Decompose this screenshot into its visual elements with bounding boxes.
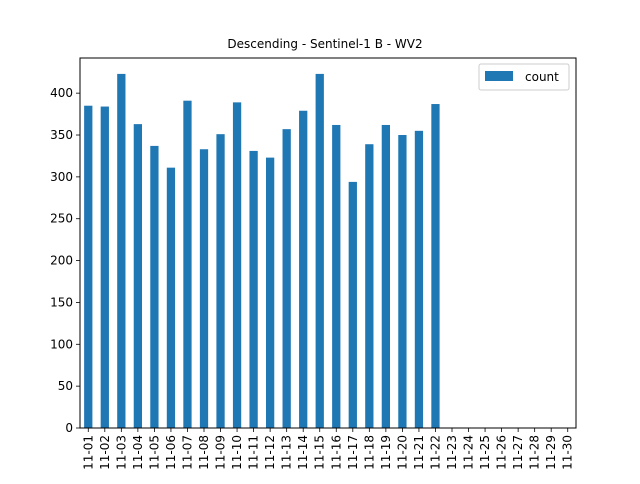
x-tick-label: 11-19 [379, 435, 393, 470]
bar-11-16 [332, 124, 341, 428]
x-tick-label: 11-23 [445, 435, 459, 470]
y-tick-label: 0 [65, 421, 73, 435]
x-tick-label: 11-10 [230, 435, 244, 470]
x-tick-label: 11-11 [247, 435, 261, 470]
bar-11-13 [282, 129, 291, 428]
x-tick-label: 11-30 [561, 435, 575, 470]
y-tick-label: 350 [50, 128, 73, 142]
y-axis: 0 50 100 150 200 250 300 350 400 [50, 86, 80, 435]
x-axis: 11-01 11-02 11-03 11-04 11-05 11-06 11-07 11-08… [81, 428, 575, 470]
y-tick-label: 400 [50, 86, 73, 100]
bar-11-04 [133, 124, 142, 428]
x-tick-label: 11-08 [197, 435, 211, 470]
x-tick-label: 11-22 [428, 435, 442, 470]
chart-title: Descending - Sentinel-1 B - WV2 [227, 37, 422, 51]
y-tick-label: 100 [50, 337, 73, 351]
bar-11-19 [381, 124, 390, 428]
x-tick-label: 11-01 [81, 435, 95, 470]
x-tick-label: 11-29 [544, 435, 558, 470]
x-tick-label: 11-27 [511, 435, 525, 470]
bar-11-15 [315, 73, 324, 429]
x-tick-label: 11-24 [462, 435, 476, 470]
x-tick-label: 11-17 [346, 435, 360, 470]
plot-frame [79, 57, 577, 429]
y-tick-label: 150 [50, 295, 73, 309]
x-tick-label: 11-07 [180, 435, 194, 470]
x-tick-label: 11-15 [313, 435, 327, 470]
y-tick-label: 250 [50, 212, 73, 226]
bar-11-12 [266, 157, 275, 428]
x-tick-label: 11-16 [329, 435, 343, 470]
x-tick-label: 11-14 [296, 435, 310, 470]
bar-11-21 [414, 130, 424, 428]
x-tick-label: 11-04 [131, 435, 145, 470]
bar-11-10 [232, 102, 242, 429]
x-tick-label: 11-12 [263, 435, 277, 470]
x-tick-label: 11-20 [395, 435, 409, 470]
y-tick-label: 50 [58, 379, 73, 393]
x-tick-label: 11-21 [412, 435, 426, 470]
legend-box [478, 63, 570, 91]
bar-11-11 [249, 150, 258, 429]
bar-11-14 [299, 110, 308, 429]
legend-label-count: count [525, 70, 559, 84]
x-tick-label: 11-28 [528, 435, 542, 470]
bar-11-03 [117, 73, 126, 429]
bar-11-02 [100, 106, 109, 429]
x-tick-label: 11-02 [98, 435, 112, 470]
bar-11-05 [150, 145, 159, 428]
y-tick-label: 300 [50, 170, 73, 184]
legend-swatch [485, 71, 513, 81]
bar-11-08 [199, 149, 209, 429]
x-tick-label: 11-06 [164, 435, 178, 470]
x-tick-label: 11-13 [280, 435, 294, 470]
x-tick-label: 11-25 [478, 435, 492, 470]
bar-11-22 [431, 104, 440, 428]
bar-11-20 [398, 135, 407, 428]
bar-11-07 [183, 100, 192, 428]
bar-11-17 [348, 181, 357, 428]
bars-layer [84, 73, 440, 429]
x-tick-label: 11-09 [214, 435, 228, 470]
x-tick-label: 11-26 [495, 435, 509, 470]
bar-11-18 [365, 144, 374, 428]
bar-11-09 [216, 134, 225, 428]
x-tick-label: 11-18 [362, 435, 376, 470]
legend: count [478, 63, 570, 91]
y-tick-label: 200 [50, 254, 73, 268]
x-tick-label: 11-05 [147, 435, 161, 470]
bar-11-01 [84, 105, 93, 429]
bar-11-06 [166, 167, 176, 428]
x-tick-label: 11-03 [114, 435, 128, 470]
